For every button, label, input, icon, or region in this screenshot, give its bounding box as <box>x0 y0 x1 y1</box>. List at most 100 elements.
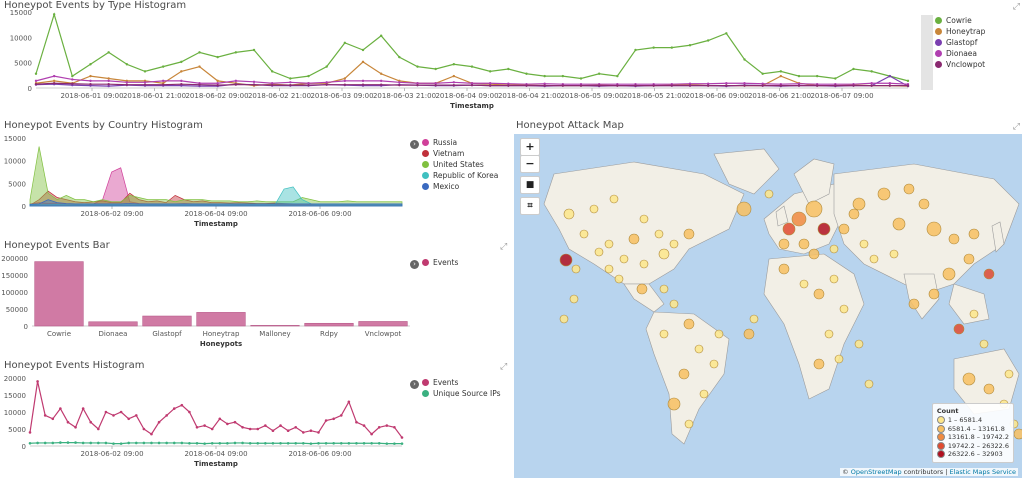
attack-marker[interactable] <box>859 239 869 249</box>
attack-marker[interactable] <box>948 233 960 245</box>
attack-marker[interactable] <box>942 267 956 281</box>
bar-cowrie[interactable] <box>34 261 84 327</box>
legend-toggle-icon[interactable]: › <box>410 140 419 149</box>
legend-item[interactable]: Republic of Korea <box>422 170 498 181</box>
attack-marker[interactable] <box>743 328 755 340</box>
attack-marker[interactable] <box>824 329 834 339</box>
attack-marker[interactable] <box>609 194 619 204</box>
attack-marker[interactable] <box>709 359 719 369</box>
attack-marker[interactable] <box>854 339 864 349</box>
attack-marker[interactable] <box>829 274 839 284</box>
attack-marker[interactable] <box>594 247 604 257</box>
attack-marker[interactable] <box>852 197 866 211</box>
bar-glastopf[interactable] <box>142 315 192 327</box>
attack-marker[interactable] <box>808 248 820 260</box>
bar-rdpy[interactable] <box>304 322 354 327</box>
attack-marker[interactable] <box>559 253 573 267</box>
crop-icon[interactable]: ⌗ <box>520 197 540 215</box>
attack-marker[interactable] <box>639 259 649 269</box>
attack-marker[interactable] <box>604 239 614 249</box>
attack-marker[interactable] <box>563 208 575 220</box>
legend-item[interactable]: Glastopf <box>935 37 985 48</box>
attack-marker[interactable] <box>979 339 989 349</box>
attack-marker[interactable] <box>659 329 669 339</box>
legend-item[interactable]: Honeytrap <box>935 26 985 37</box>
attack-marker[interactable] <box>983 383 995 395</box>
attack-marker[interactable] <box>798 238 810 250</box>
openstreetmap-link[interactable]: OpenStreetMap <box>850 468 902 476</box>
attack-marker[interactable] <box>1004 369 1014 379</box>
attack-marker[interactable] <box>694 344 704 354</box>
attack-marker[interactable] <box>571 264 581 274</box>
attack-marker[interactable] <box>678 368 690 380</box>
legend-item[interactable]: Vietnam <box>422 148 498 159</box>
attack-marker[interactable] <box>559 314 569 324</box>
attack-marker[interactable] <box>829 244 839 254</box>
attack-marker[interactable] <box>614 274 624 284</box>
attack-marker[interactable] <box>903 183 915 195</box>
legend-toggle-icon[interactable]: › <box>410 380 419 389</box>
legend-item[interactable]: Russia <box>422 137 498 148</box>
world-map[interactable] <box>514 134 1022 478</box>
attack-marker[interactable] <box>764 189 774 199</box>
attack-marker[interactable] <box>636 283 648 295</box>
attack-marker[interactable] <box>892 217 906 231</box>
attack-marker[interactable] <box>654 229 664 239</box>
attack-marker[interactable] <box>834 354 844 364</box>
attack-marker[interactable] <box>908 298 920 310</box>
attack-marker[interactable] <box>589 204 599 214</box>
legend-toggle-icon[interactable]: › <box>410 260 419 269</box>
expand-icon[interactable]: ⤢ <box>1012 122 1020 132</box>
attack-marker[interactable] <box>714 329 724 339</box>
legend-scrollbar[interactable] <box>921 15 933 90</box>
attack-marker[interactable] <box>579 229 589 239</box>
bar-honeytrap[interactable] <box>196 312 246 327</box>
attack-marker[interactable] <box>928 288 940 300</box>
attack-marker[interactable] <box>628 233 640 245</box>
attack-marker[interactable] <box>569 294 579 304</box>
zoom-out-button[interactable]: − <box>520 155 540 173</box>
attack-marker[interactable] <box>619 254 629 264</box>
attack-marker[interactable] <box>604 264 614 274</box>
expand-icon[interactable]: ⤢ <box>500 242 508 252</box>
attack-marker[interactable] <box>749 314 759 324</box>
attack-marker[interactable] <box>1013 428 1022 440</box>
legend-item[interactable]: Mexico <box>422 181 498 192</box>
attack-marker[interactable] <box>805 200 823 218</box>
attack-marker[interactable] <box>962 372 976 386</box>
attack-marker[interactable] <box>778 238 790 250</box>
legend-item[interactable]: United States <box>422 159 498 170</box>
attack-marker[interactable] <box>813 288 825 300</box>
zoom-in-button[interactable]: + <box>520 138 540 156</box>
attack-marker[interactable] <box>799 279 809 289</box>
attack-marker[interactable] <box>669 299 679 309</box>
attack-marker[interactable] <box>848 208 860 220</box>
legend-item[interactable]: Unique Source IPs <box>422 388 501 399</box>
legend-item[interactable]: Dionaea <box>935 48 985 59</box>
attack-marker[interactable] <box>918 198 930 210</box>
attack-marker[interactable] <box>667 397 681 411</box>
legend-item[interactable]: Cowrie <box>935 15 985 26</box>
expand-icon[interactable]: ⤢ <box>500 362 508 372</box>
legend-item[interactable]: Events <box>422 377 501 388</box>
attack-marker[interactable] <box>699 389 709 399</box>
attack-marker[interactable] <box>658 248 670 260</box>
attack-marker[interactable] <box>838 223 850 235</box>
bar-vnclowpot[interactable] <box>358 321 408 327</box>
attack-marker[interactable] <box>684 419 694 429</box>
attack-marker[interactable] <box>736 201 752 217</box>
attack-marker[interactable] <box>778 263 790 275</box>
attack-marker[interactable] <box>817 222 831 236</box>
attack-marker[interactable] <box>683 318 695 330</box>
map-canvas[interactable]: + − ■ ⌗ Count 1 – 6581.4 6581.4 – 13161.8… <box>514 134 1022 478</box>
attack-marker[interactable] <box>963 253 975 265</box>
expand-icon[interactable]: ⤢ <box>1012 2 1020 12</box>
attack-marker[interactable] <box>669 239 679 249</box>
attack-marker[interactable] <box>926 221 942 237</box>
attack-marker[interactable] <box>659 284 669 294</box>
attack-marker[interactable] <box>889 249 899 259</box>
attack-marker[interactable] <box>968 228 980 240</box>
attack-marker[interactable] <box>839 304 849 314</box>
legend-item[interactable]: Events <box>422 257 458 268</box>
bar-malloney[interactable] <box>250 325 300 327</box>
